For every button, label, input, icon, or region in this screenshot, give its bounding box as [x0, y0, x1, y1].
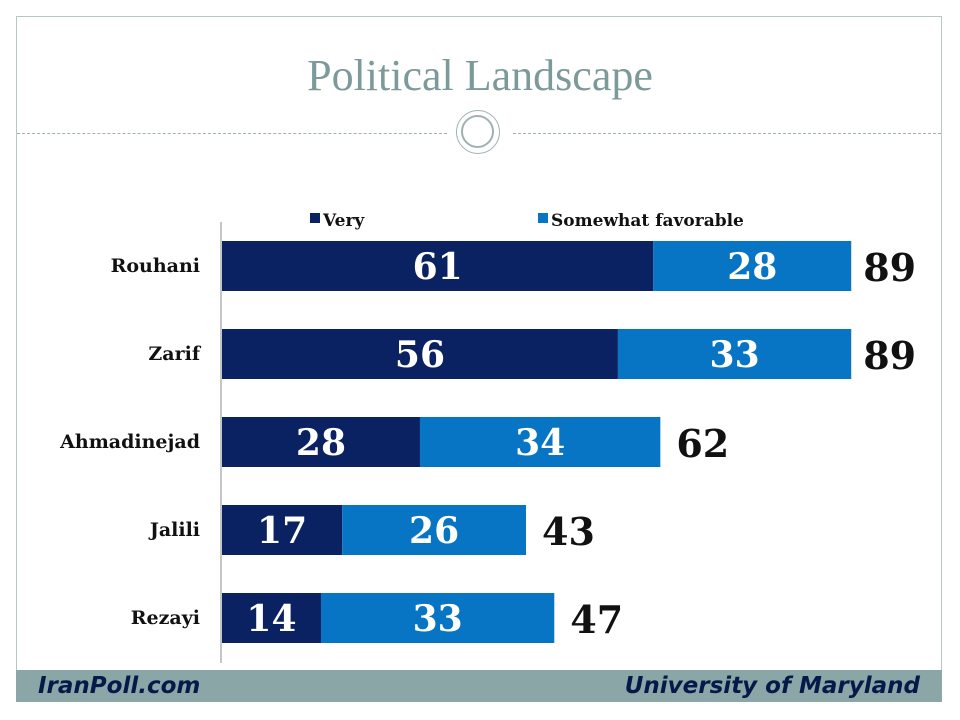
chart-legend: Very Somewhat favorable — [310, 211, 744, 231]
category-label-zarif: Zarif — [148, 343, 201, 365]
bar-value-label-rouhani-somewhat-favorable: 28 — [727, 246, 777, 288]
legend-label-somewhat-favorable: Somewhat favorable — [551, 211, 744, 231]
slide-title: Political Landscape — [307, 51, 653, 100]
bar-value-label-rouhani-very: 61 — [413, 246, 463, 288]
bar-value-label-rezayi-very: 14 — [246, 598, 296, 640]
category-label-rouhani: Rouhani — [111, 255, 200, 277]
title-divider-inner-circle — [461, 115, 494, 148]
bar-value-label-ahmadinejad-somewhat-favorable: 34 — [515, 422, 565, 464]
bar-value-label-ahmadinejad-very: 28 — [296, 422, 346, 464]
bar-value-label-zarif-somewhat-favorable: 33 — [710, 334, 760, 376]
bar-zarif-somewhat-favorable — [617, 329, 852, 379]
total-label-zarif: 89 — [863, 333, 916, 378]
bar-jalili-very — [222, 505, 343, 555]
bar-rouhani-somewhat-favorable — [653, 241, 852, 291]
category-label-rezayi: Rezayi — [131, 607, 200, 629]
title-divider-right — [513, 133, 941, 134]
bar-zarif-very — [222, 329, 618, 379]
legend-swatch-somewhat-favorable — [538, 213, 548, 223]
footer-institution-label: University of Maryland — [624, 673, 920, 699]
footer-source-label: IranPoll.com — [38, 673, 201, 699]
title-divider-circle-ornament — [456, 110, 500, 154]
legend-label-very: Very — [322, 211, 365, 231]
bar-ahmadinejad-somewhat-favorable — [419, 417, 661, 467]
bar-rezayi-somewhat-favorable — [320, 593, 555, 643]
bar-value-label-rezayi-somewhat-favorable: 33 — [413, 598, 463, 640]
category-label-ahmadinejad: Ahmadinejad — [59, 431, 200, 453]
bar-jalili-somewhat-favorable — [342, 505, 527, 555]
title-divider-left — [17, 133, 447, 134]
total-label-ahmadinejad: 62 — [676, 421, 729, 466]
bars-group: Rouhani 61 28 89 Zarif 56 33 89 Ahmadinejad 28 34 6… — [59, 241, 916, 643]
bar-value-label-jalili-very: 17 — [257, 510, 307, 552]
bar-rezayi-very — [222, 593, 321, 643]
bar-ahmadinejad-very — [222, 417, 420, 467]
total-label-jalili: 43 — [542, 509, 595, 554]
total-label-rezayi: 47 — [570, 597, 623, 642]
bar-value-label-jalili-somewhat-favorable: 26 — [409, 510, 459, 552]
legend-swatch-very — [310, 213, 320, 223]
bar-rouhani-very — [222, 241, 654, 291]
category-label-jalili: Jalili — [148, 519, 200, 541]
bar-value-label-zarif-very: 56 — [395, 334, 445, 376]
footer-band: IranPoll.com University of Maryland — [16, 670, 942, 702]
total-label-rouhani: 89 — [863, 245, 916, 290]
